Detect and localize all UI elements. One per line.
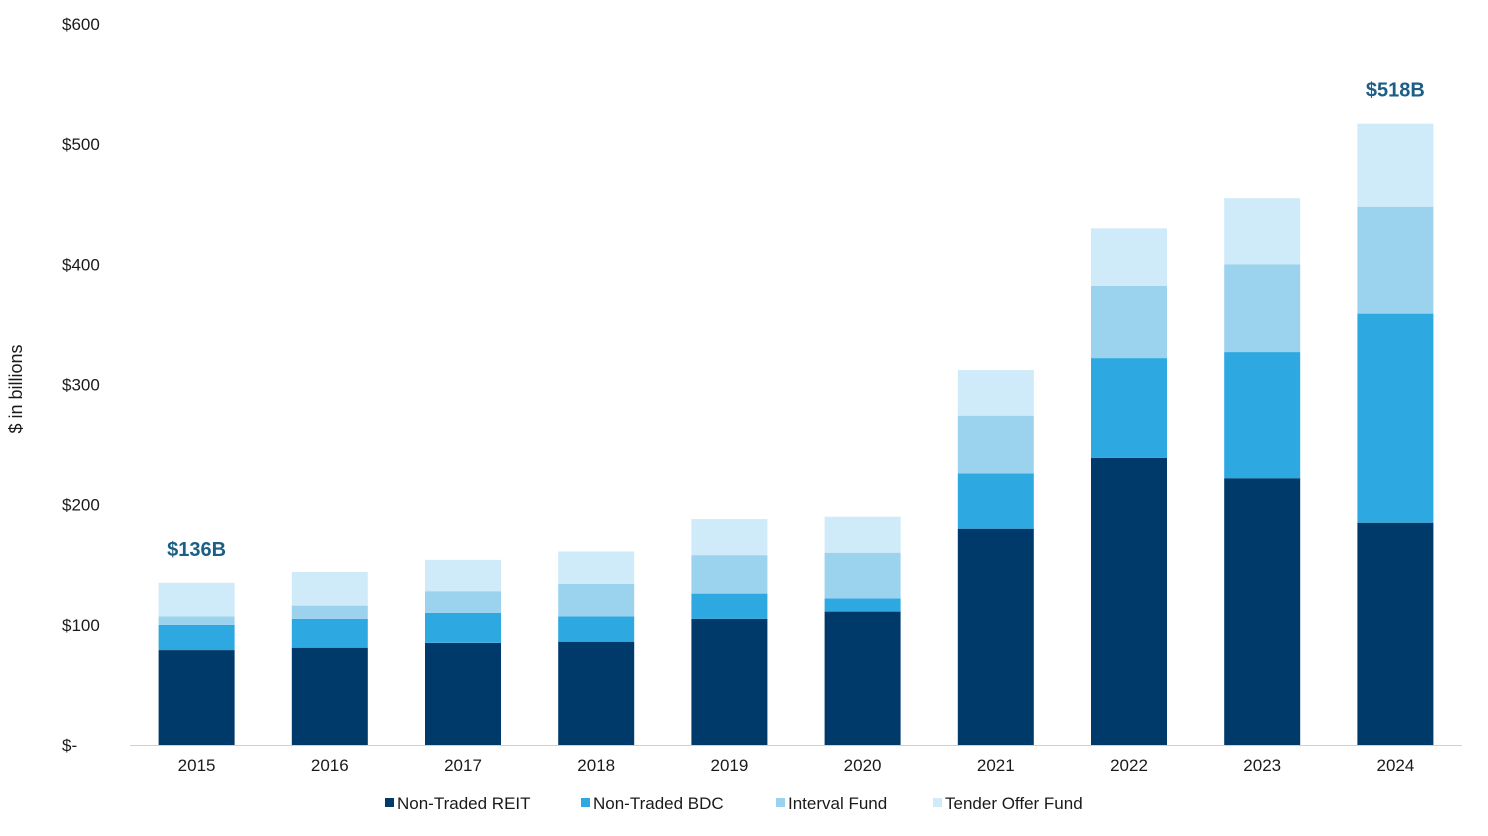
bar-segment-2021-interval-fund [957, 415, 1034, 474]
bar-segment-2019-non-traded-reit [691, 618, 768, 745]
legend: Non-Traded REIT Non-Traded BDC Interval Fu… [385, 794, 1083, 813]
x-tick-label: 2020 [844, 756, 882, 775]
legend-swatch-non-traded-reit [385, 798, 394, 807]
bar-segment-2020-tender-offer-fund [824, 516, 901, 553]
bar-segment-2023-interval-fund [1224, 264, 1301, 352]
bar-segment-2015-non-traded-bdc [158, 624, 235, 650]
bar-segment-2022-non-traded-reit [1091, 457, 1167, 745]
bar-segment-2015-tender-offer-fund [158, 582, 235, 617]
legend-swatch-interval-fund [776, 798, 785, 807]
bars-layer [158, 123, 1434, 745]
legend-label-non-traded-reit: Non-Traded REIT [397, 794, 531, 813]
y-tick-label: $600 [62, 15, 100, 34]
bar-segment-2024-interval-fund [1357, 206, 1434, 314]
y-tick-label: $400 [62, 255, 100, 274]
legend-label-non-traded-bdc: Non-Traded BDC [593, 794, 724, 813]
bar-segment-2018-non-traded-reit [558, 641, 635, 745]
bar-segment-2018-non-traded-bdc [558, 616, 635, 642]
x-tick-label: 2024 [1376, 756, 1414, 775]
bar-segment-2021-non-traded-bdc [957, 473, 1034, 529]
bar-segment-2016-tender-offer-fund [291, 572, 368, 606]
bar-segment-2024-non-traded-reit [1357, 522, 1434, 745]
x-tick-label: 2022 [1110, 756, 1148, 775]
total-callout-2024: $518B [1366, 80, 1425, 102]
bar-segment-2016-interval-fund [291, 605, 368, 619]
x-tick-label: 2015 [178, 756, 216, 775]
x-tick-label: 2021 [977, 756, 1015, 775]
legend-swatch-non-traded-bdc [581, 798, 590, 807]
bar-segment-2017-non-traded-reit [425, 642, 501, 745]
bar-segment-2024-non-traded-bdc [1357, 313, 1434, 523]
x-tick-label: 2016 [311, 756, 349, 775]
y-tick-label: $500 [62, 135, 100, 154]
bar-segment-2023-tender-offer-fund [1224, 198, 1301, 265]
bar-segment-2015-interval-fund [158, 616, 235, 625]
x-axis-ticks: 2015 2016 2017 2018 2019 2020 2021 2022 2023 2024 [178, 756, 1415, 775]
bar-segment-2017-non-traded-bdc [425, 612, 501, 643]
total-callouts: $136B $518B [167, 80, 1425, 561]
legend-label-tender-offer-fund: Tender Offer Fund [945, 794, 1083, 813]
bar-segment-2018-tender-offer-fund [558, 551, 635, 584]
bar-segment-2022-interval-fund [1091, 286, 1167, 359]
bar-segment-2019-interval-fund [691, 555, 768, 594]
x-tick-label: 2018 [577, 756, 615, 775]
bar-segment-2019-tender-offer-fund [691, 519, 768, 556]
y-axis-title: $ in billions [6, 344, 26, 433]
bar-segment-2021-tender-offer-fund [957, 370, 1034, 416]
bar-segment-2022-non-traded-bdc [1091, 358, 1167, 458]
bar-segment-2020-interval-fund [824, 552, 901, 599]
y-tick-label: $200 [62, 496, 100, 515]
bar-segment-2020-non-traded-reit [824, 611, 901, 745]
bar-segment-2023-non-traded-reit [1224, 478, 1301, 745]
x-tick-label: 2023 [1243, 756, 1281, 775]
x-tick-label: 2017 [444, 756, 482, 775]
bar-segment-2017-tender-offer-fund [425, 559, 501, 592]
bar-segment-2020-non-traded-bdc [824, 598, 901, 612]
y-tick-label: $- [62, 736, 77, 755]
bar-segment-2017-interval-fund [425, 591, 501, 613]
bar-segment-2019-non-traded-bdc [691, 593, 768, 619]
y-tick-label: $300 [62, 376, 100, 395]
bar-segment-2021-non-traded-reit [957, 528, 1034, 745]
legend-label-interval-fund: Interval Fund [788, 794, 887, 813]
y-tick-label: $100 [62, 616, 100, 635]
legend-swatch-tender-offer-fund [933, 798, 942, 807]
bar-segment-2016-non-traded-bdc [291, 618, 368, 648]
bar-segment-2016-non-traded-reit [291, 647, 368, 745]
bar-segment-2023-non-traded-bdc [1224, 352, 1301, 479]
x-tick-label: 2019 [710, 756, 748, 775]
bar-segment-2018-interval-fund [558, 584, 635, 617]
bar-segment-2015-non-traded-reit [158, 650, 235, 745]
total-callout-2015: $136B [167, 539, 226, 561]
bar-segment-2024-tender-offer-fund [1357, 123, 1434, 207]
bar-segment-2022-tender-offer-fund [1091, 228, 1167, 286]
y-axis-ticks: $- $100 $200 $300 $400 $500 $600 [62, 15, 100, 755]
